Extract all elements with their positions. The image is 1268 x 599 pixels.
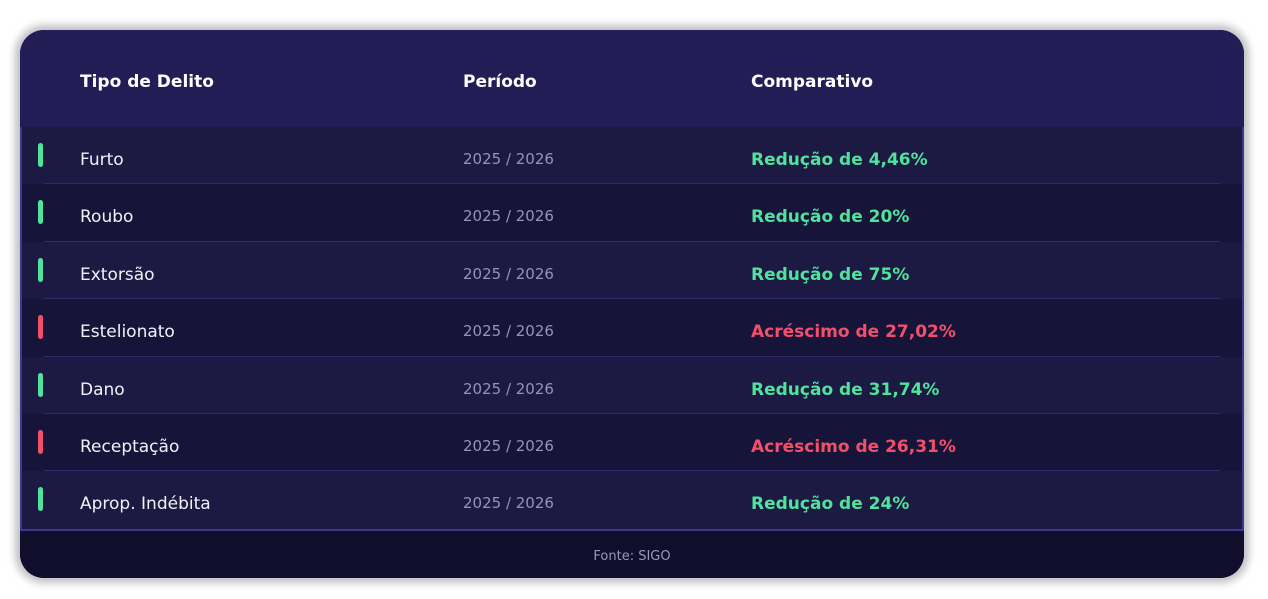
reduction-indicator-bar (38, 200, 43, 225)
table-row: Estelionato 2025 / 2026 Acréscimo de 27,02… (22, 299, 1242, 357)
crime-comparison-table: Tipo de Delito Período Comparativo Furto… (20, 30, 1244, 578)
crime-type-cell: Aprop. Indébita (80, 494, 211, 515)
period-cell: 2025 / 2026 (463, 494, 554, 513)
comparison-cell: Acréscimo de 27,02% (751, 322, 956, 343)
reduction-indicator-bar (38, 257, 43, 282)
period-cell: 2025 / 2026 (463, 150, 554, 168)
crime-type-cell: Roubo (80, 207, 134, 228)
row-divider (44, 240, 1220, 242)
crime-type-cell: Receptação (80, 436, 180, 457)
period-cell: 2025 / 2026 (463, 264, 554, 283)
period-cell: 2025 / 2026 (463, 379, 554, 398)
reduction-indicator-bar (38, 372, 43, 397)
table-header: Tipo de Delito Período Comparativo (20, 30, 1244, 127)
header-comparison: Comparativo (751, 72, 874, 92)
comparison-cell: Redução de 75% (751, 264, 910, 285)
increase-indicator-bar (38, 315, 43, 340)
row-divider (44, 183, 1220, 185)
table-row: Roubo 2025 / 2026 Redução de 20% (22, 184, 1242, 242)
crime-type-cell: Extorsão (80, 264, 155, 285)
reduction-indicator-bar (38, 143, 43, 167)
comparison-cell: Redução de 4,46% (751, 150, 928, 170)
period-cell: 2025 / 2026 (463, 322, 554, 341)
table-row: Extorsão 2025 / 2026 Redução de 75% (22, 241, 1242, 300)
comparison-cell: Redução de 20% (751, 207, 910, 228)
crime-type-cell: Dano (80, 379, 125, 400)
comparison-cell: Redução de 31,74% (751, 379, 940, 400)
comparison-cell: Redução de 24% (751, 494, 910, 515)
table-row: Aprop. Indébita 2025 / 2026 Redução de 24% (22, 471, 1242, 529)
row-divider (44, 355, 1220, 357)
row-divider (44, 412, 1220, 414)
table-row: Dano 2025 / 2026 Redução de 31,74% (22, 356, 1242, 414)
header-period: Período (463, 72, 537, 92)
crime-type-cell: Furto (80, 150, 124, 170)
row-divider (44, 298, 1220, 300)
table-bottom-border (20, 529, 1244, 531)
header-crime-type: Tipo de Delito (80, 72, 214, 92)
crime-type-cell: Estelionato (80, 322, 175, 343)
table-body: Furto 2025 / 2026 Redução de 4,46% Roubo 202… (20, 127, 1244, 529)
increase-indicator-bar (38, 429, 43, 454)
reduction-indicator-bar (38, 487, 43, 512)
source-footer: Fonte: SIGO (20, 531, 1244, 578)
table-row: Furto 2025 / 2026 Redução de 4,46% (22, 127, 1242, 185)
period-cell: 2025 / 2026 (463, 436, 554, 455)
row-divider (44, 470, 1220, 472)
table-row: Receptação 2025 / 2026 Acréscimo de 26,31% (22, 413, 1242, 472)
period-cell: 2025 / 2026 (463, 207, 554, 226)
comparison-cell: Acréscimo de 26,31% (751, 436, 956, 457)
